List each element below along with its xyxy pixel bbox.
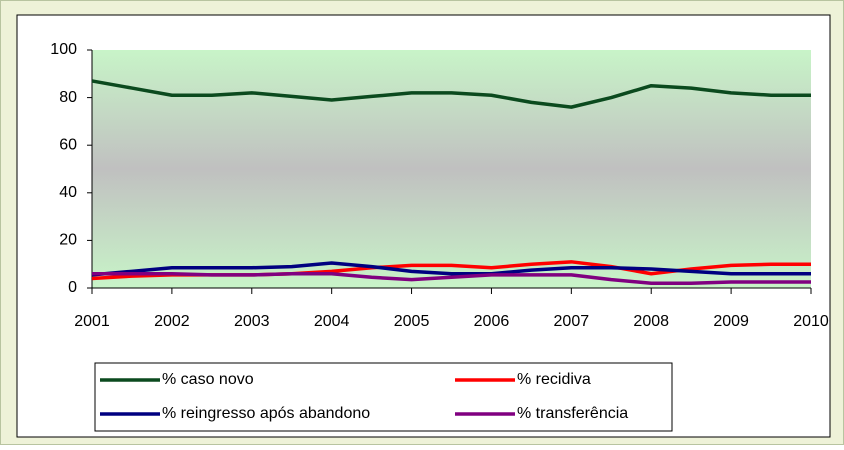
y-tick-label: 100 (50, 41, 77, 58)
x-tick-label: 2003 (234, 313, 270, 330)
series-line (92, 271, 811, 285)
x-tick-label: 2007 (554, 313, 590, 330)
series-line (91, 261, 811, 277)
x-tick-label: 2004 (314, 313, 350, 330)
legend-label: % transferência (517, 405, 628, 422)
y-tick-label: 0 (68, 279, 77, 296)
legend-label: % reingresso após abandono (162, 405, 370, 422)
plot-area (92, 50, 811, 288)
legend-label: % caso novo (162, 371, 254, 388)
legend (94, 362, 673, 432)
x-tick-label: 2001 (74, 313, 110, 330)
y-tick-label: 20 (59, 232, 77, 249)
y-tick-label: 60 (59, 136, 77, 153)
y-tick-label: 80 (59, 89, 77, 106)
x-tick-label: 2006 (474, 313, 510, 330)
x-tick-label: 2008 (633, 313, 669, 330)
legend-label: % recidiva (517, 371, 591, 388)
x-tick-label: 2010 (793, 313, 829, 330)
x-tick-label: 2002 (154, 313, 190, 330)
y-tick-label: 40 (59, 184, 77, 201)
series-line (91, 79, 811, 109)
x-tick-label: 2005 (394, 313, 430, 330)
x-tick-label: 2009 (713, 313, 749, 330)
